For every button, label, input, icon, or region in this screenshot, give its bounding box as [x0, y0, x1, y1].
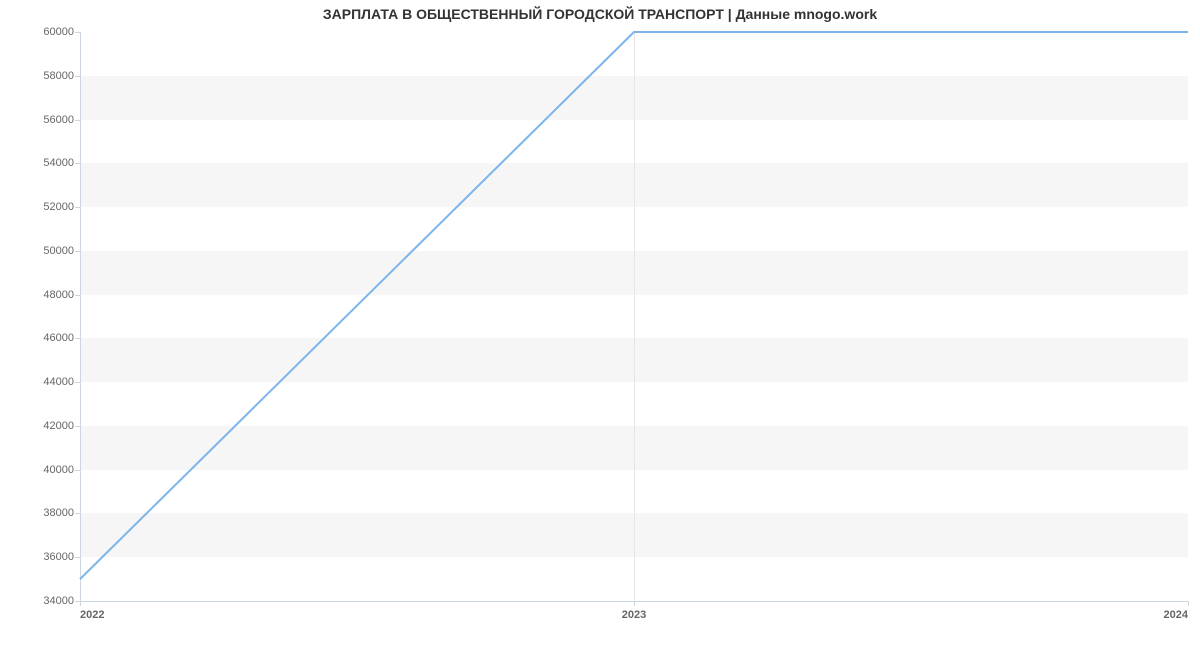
y-tick-label: 54000 [43, 157, 74, 169]
x-tick-label: 2023 [622, 609, 646, 621]
y-tick-label: 34000 [43, 595, 74, 607]
y-tick-label: 44000 [43, 376, 74, 388]
x-tick-mark [80, 601, 81, 606]
y-tick-label: 56000 [43, 114, 74, 126]
series-line-salary [80, 32, 1188, 579]
y-tick-label: 40000 [43, 464, 74, 476]
x-tick-mark [634, 601, 635, 606]
y-tick-label: 36000 [43, 551, 74, 563]
x-tick-label: 2024 [1164, 609, 1188, 621]
series-layer [80, 32, 1188, 601]
y-tick-label: 50000 [43, 245, 74, 257]
y-tick-label: 38000 [43, 507, 74, 519]
y-tick-label: 46000 [43, 332, 74, 344]
chart-title: ЗАРПЛАТА В ОБЩЕСТВЕННЫЙ ГОРОДСКОЙ ТРАНСП… [0, 6, 1200, 22]
y-tick-label: 58000 [43, 70, 74, 82]
x-tick-mark [1188, 601, 1189, 606]
y-tick-label: 52000 [43, 201, 74, 213]
y-tick-label: 60000 [43, 26, 74, 38]
x-tick-label: 2022 [80, 609, 104, 621]
y-tick-label: 42000 [43, 420, 74, 432]
salary-line-chart: ЗАРПЛАТА В ОБЩЕСТВЕННЫЙ ГОРОДСКОЙ ТРАНСП… [0, 0, 1200, 650]
y-tick-label: 48000 [43, 289, 74, 301]
plot-area: 3400036000380004000042000440004600048000… [80, 32, 1188, 601]
